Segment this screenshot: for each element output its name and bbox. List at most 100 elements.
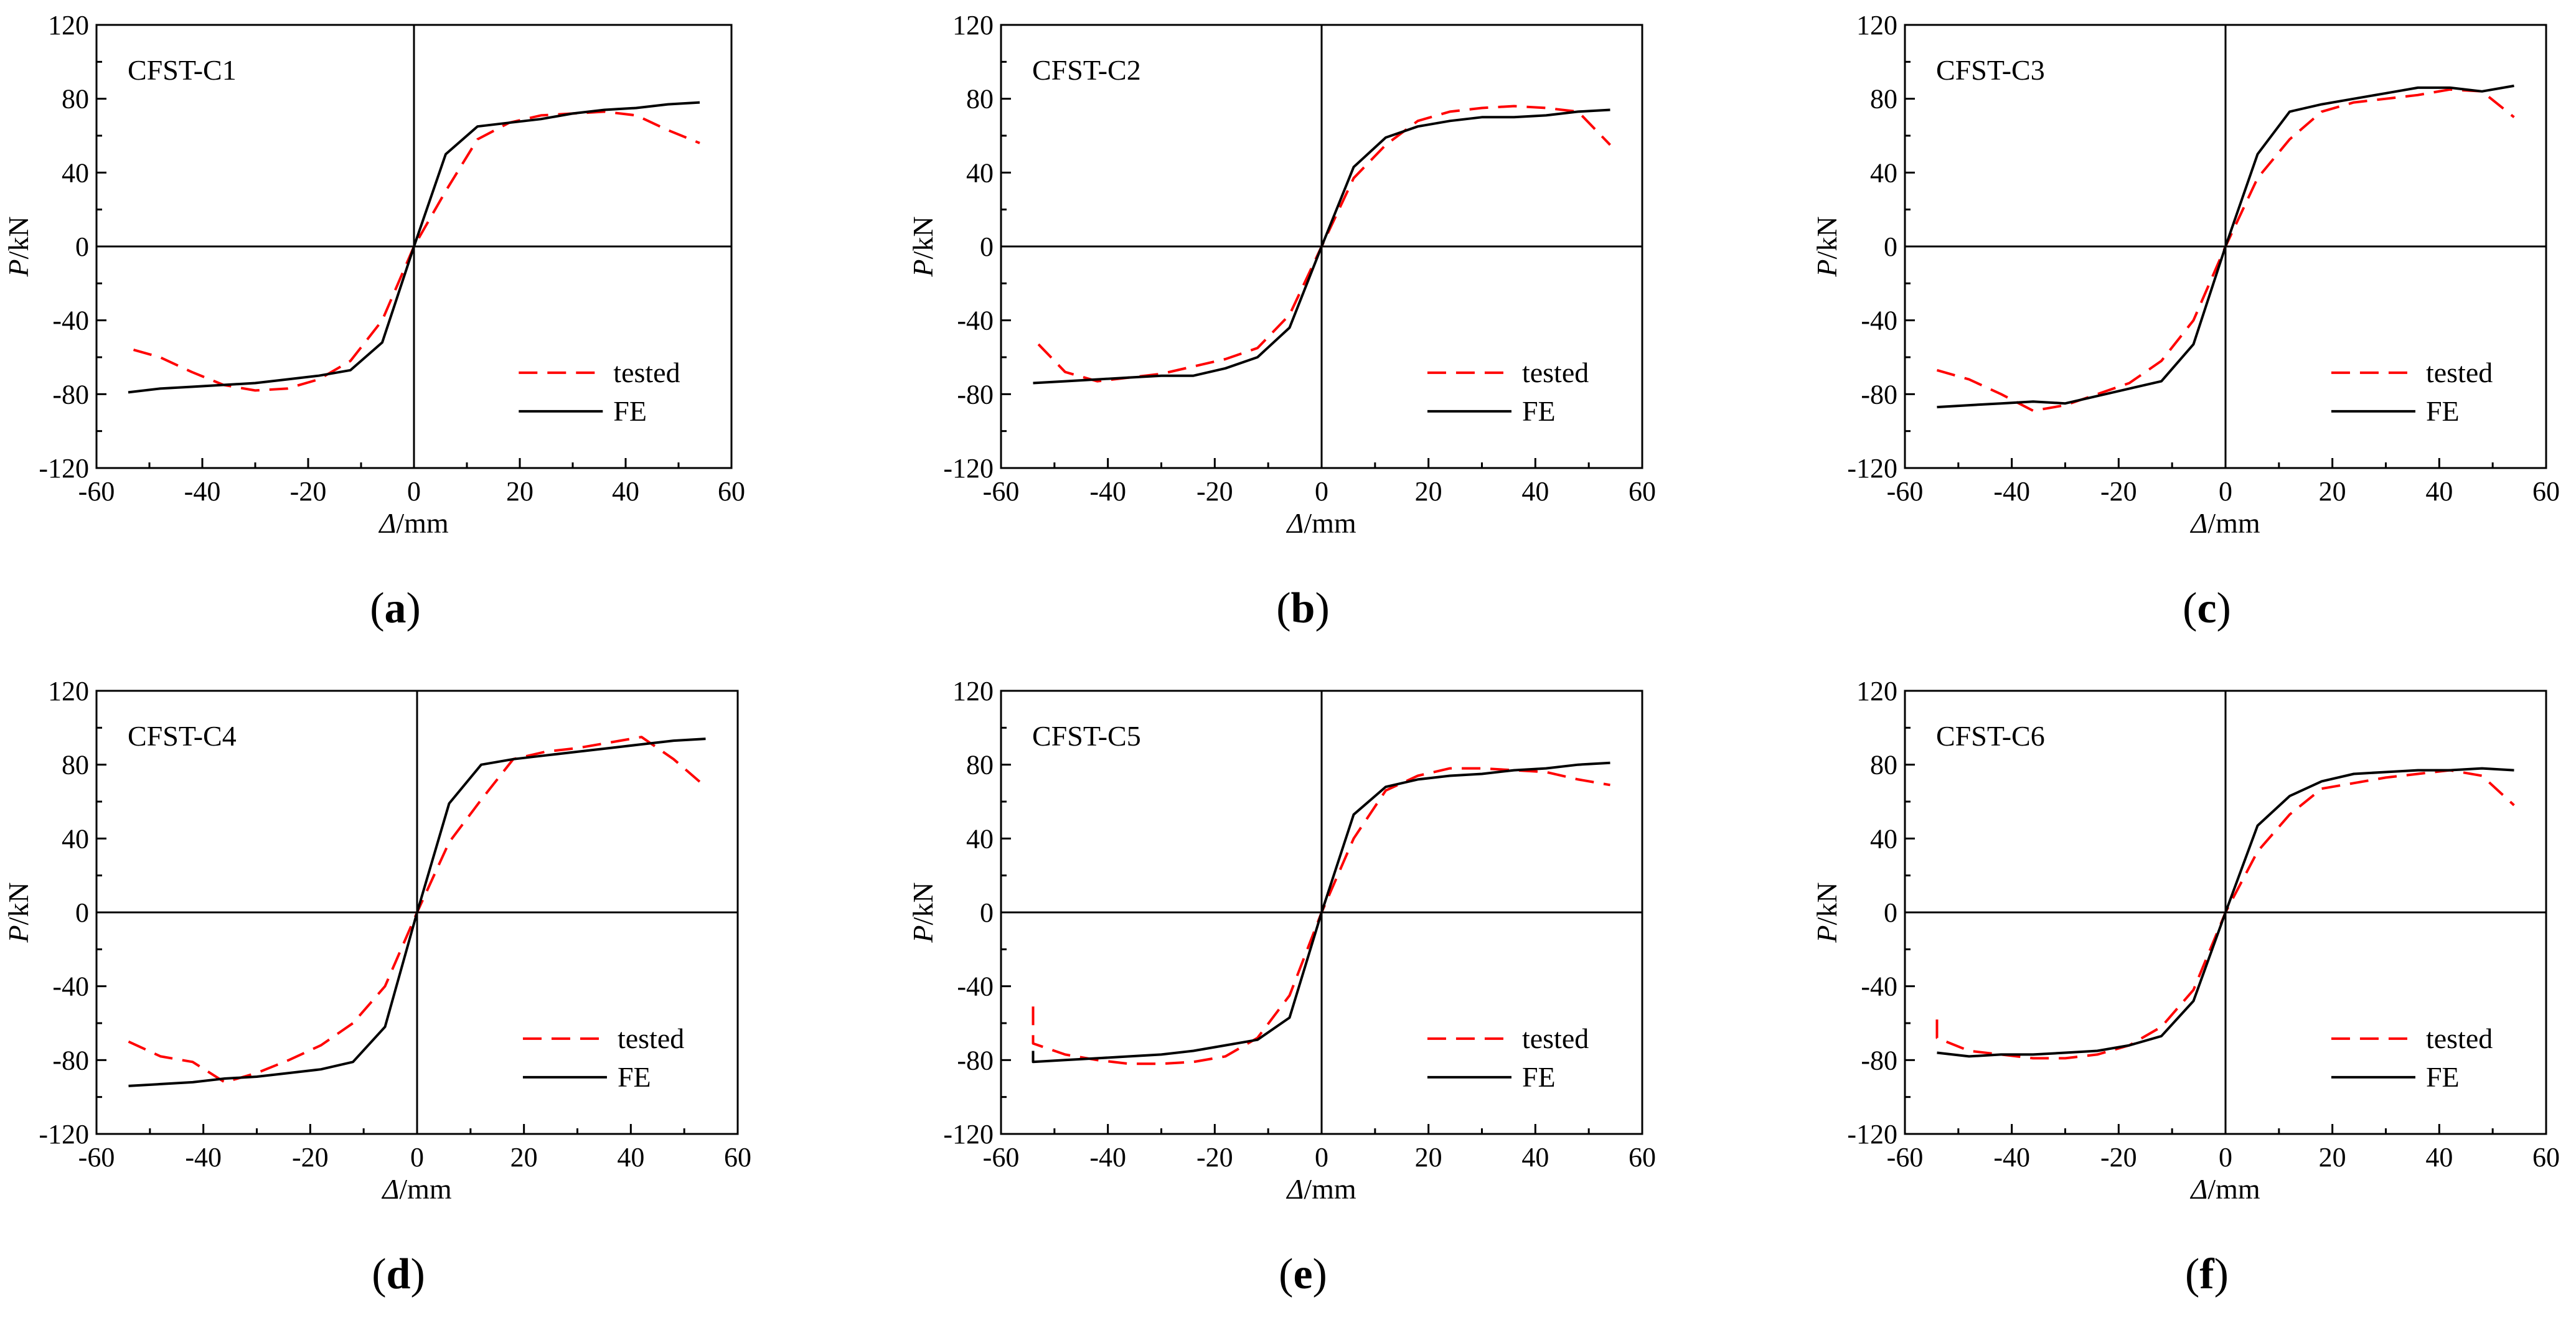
y-tick-label: 120 <box>1856 676 1897 706</box>
x-tick-label: 20 <box>2319 1142 2346 1173</box>
x-axis-unit: /mm <box>2207 1173 2260 1205</box>
x-tick-label: -20 <box>1196 476 1233 507</box>
x-tick-label: 40 <box>617 1142 644 1173</box>
x-axis-title: Δ/mm <box>381 1173 452 1205</box>
legend-label-tested: tested <box>613 357 680 388</box>
y-tick-label: -80 <box>957 379 994 410</box>
x-tick-label: 60 <box>2532 1142 2560 1173</box>
y-tick-label: 80 <box>1870 750 1897 780</box>
x-tick-label: -40 <box>1089 476 1126 507</box>
x-tick-label: -40 <box>184 476 221 507</box>
x-axis-title: Δ/mm <box>1286 1173 1356 1205</box>
y-tick-label: -120 <box>943 1119 994 1149</box>
x-tick-label: 60 <box>1629 1142 1656 1173</box>
y-axis-symbol: P <box>1811 259 1843 277</box>
x-axis-symbol: Δ <box>2189 507 2207 539</box>
caption-letter: c <box>2197 584 2216 632</box>
chart-panel-2: -60 -40 -20 0 20 40 60-120-80-4004080120Δ/mmP/… <box>907 10 1656 632</box>
x-tick-label: 60 <box>2532 476 2560 507</box>
caption-paren-close: ) <box>1313 1250 1327 1298</box>
y-axis-title: P/kN <box>2 882 34 943</box>
y-tick-label: -120 <box>1847 1119 1897 1149</box>
panel-caption: (a) <box>370 584 421 632</box>
y-tick-label: 120 <box>952 10 994 40</box>
x-axis-unit: /mm <box>1304 507 1356 539</box>
specimen-label: CFST-C5 <box>1032 720 1141 752</box>
x-tick-label: 0 <box>2219 1142 2232 1173</box>
x-tick-label: -20 <box>1196 1142 1233 1173</box>
panel-caption: (d) <box>372 1250 425 1298</box>
y-axis-unit: /kN <box>2 216 34 259</box>
series-line-fe <box>1032 761 1610 1064</box>
x-axis-title: Δ/mm <box>1286 507 1356 539</box>
y-tick-label: 80 <box>966 84 994 115</box>
y-axis-unit: /kN <box>907 882 939 925</box>
series-line-fe <box>128 737 706 1087</box>
specimen-label: CFST-C3 <box>1936 54 2045 86</box>
caption-paren-close: ) <box>1315 584 1329 632</box>
y-axis-unit: /kN <box>1811 882 1843 925</box>
x-axis-symbol: Δ <box>381 1173 399 1205</box>
specimen-label: CFST-C4 <box>128 720 237 752</box>
x-tick-label: 40 <box>1521 1142 1549 1173</box>
caption-letter: d <box>387 1250 411 1298</box>
chart-panel-3: -60 -40 -20 0 20 40 60-120-80-4004080120Δ/mmP/… <box>1811 10 2560 632</box>
x-tick-label: -40 <box>185 1142 222 1173</box>
caption-paren-close: ) <box>410 1250 425 1298</box>
legend-label-fe: FE <box>2426 1061 2460 1093</box>
chart-panel-1: -60 -40 -20 0 20 40 60-120-80-4004080120Δ/mmP/… <box>2 10 745 632</box>
x-axis-symbol: Δ <box>1286 1173 1304 1205</box>
y-tick-label: -80 <box>52 379 89 410</box>
x-tick-label: 20 <box>2319 476 2346 507</box>
y-tick-label: 0 <box>75 232 89 262</box>
legend-label-tested: tested <box>1522 1023 1589 1054</box>
y-tick-label: -120 <box>39 1119 89 1149</box>
caption-paren-close: ) <box>2217 584 2231 632</box>
x-axis-title: Δ/mm <box>2189 507 2260 539</box>
caption-letter: e <box>1293 1250 1312 1298</box>
y-tick-label: -40 <box>1861 972 1897 1002</box>
x-tick-label: -60 <box>1887 1142 1924 1173</box>
y-tick-label: 80 <box>1870 84 1897 115</box>
caption-paren-open: ( <box>372 1250 386 1298</box>
y-tick-label: 40 <box>966 157 994 188</box>
legend-label-fe: FE <box>613 395 647 427</box>
y-tick-label: 120 <box>1856 10 1897 40</box>
y-tick-label: 40 <box>1870 823 1897 854</box>
x-tick-label: -40 <box>1993 1142 2030 1173</box>
x-axis-unit: /mm <box>2207 507 2260 539</box>
x-tick-label: 0 <box>2219 476 2232 507</box>
caption-paren-open: ( <box>2183 584 2197 632</box>
y-tick-label: 0 <box>980 897 994 928</box>
x-tick-label: 20 <box>506 476 534 507</box>
y-tick-label: 120 <box>48 10 89 40</box>
legend-label-tested: tested <box>1522 357 1589 388</box>
y-tick-label: -40 <box>957 972 994 1002</box>
y-tick-label: -120 <box>1847 453 1897 484</box>
y-axis-symbol: P <box>2 925 34 943</box>
y-axis-symbol: P <box>907 259 939 277</box>
x-axis-title: Δ/mm <box>2189 1173 2260 1205</box>
caption-letter: b <box>1291 584 1315 632</box>
x-tick-label: -60 <box>78 1142 115 1173</box>
y-tick-label: 0 <box>980 232 994 262</box>
x-tick-label: -20 <box>290 476 327 507</box>
panel-caption: (f) <box>2185 1250 2229 1298</box>
x-tick-label: 60 <box>718 476 745 507</box>
y-tick-label: 120 <box>952 676 994 706</box>
chart-panel-4: -60 -40 -20 0 20 40 60-120-80-4004080120Δ/mmP/… <box>2 676 751 1298</box>
series-line-fe <box>1937 767 2514 1058</box>
chart-panel-5: -60 -40 -20 0 20 40 60-120-80-4004080120Δ/mmP/… <box>907 676 1656 1298</box>
y-tick-label: 80 <box>966 750 994 780</box>
x-axis-unit: /mm <box>396 507 449 539</box>
x-tick-label: 40 <box>1521 476 1549 507</box>
x-tick-label: -60 <box>78 476 115 507</box>
y-tick-label: -120 <box>943 453 994 484</box>
x-tick-label: 60 <box>724 1142 751 1173</box>
series-line-fe <box>128 101 700 394</box>
legend-label-tested: tested <box>618 1023 684 1054</box>
x-tick-label: -60 <box>1887 476 1924 507</box>
x-tick-label: -60 <box>983 476 1020 507</box>
caption-paren-open: ( <box>370 584 384 632</box>
